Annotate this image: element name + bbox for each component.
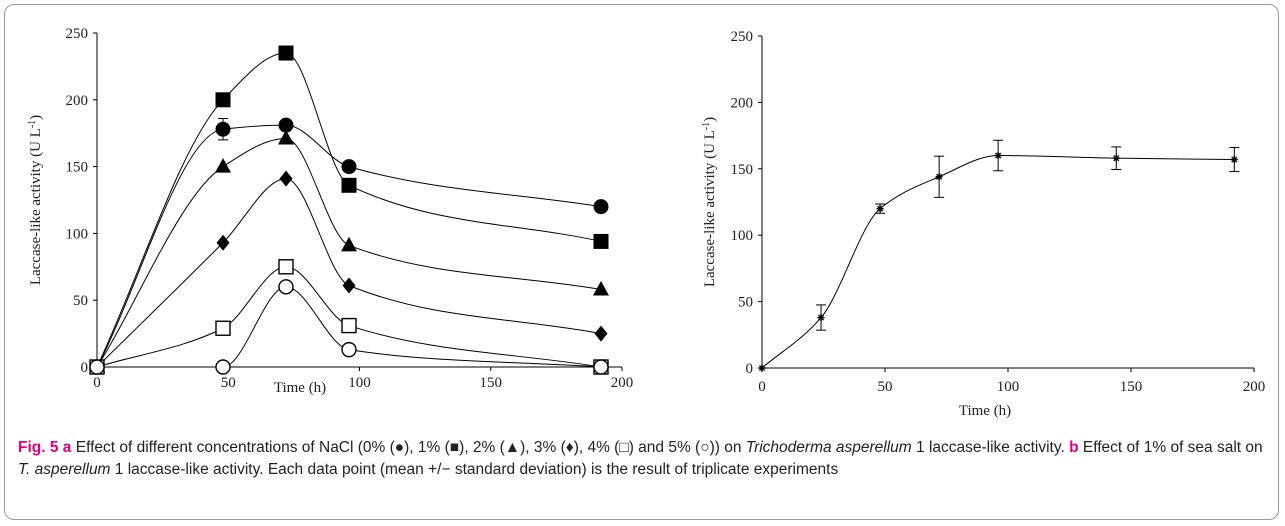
series-line-b-1 [761,155,1235,369]
data-point-b-1 [758,364,766,372]
figure-caption: Fig. 5 a Effect of different concentrati… [18,437,1268,481]
caption-text-2: 1 laccase-like activity. [911,439,1070,456]
series-line-a-4 [96,178,602,368]
x-tick-label-a: 50 [221,375,236,391]
data-point-a-6 [215,359,231,375]
series-a-4 [90,170,608,375]
data-point-a-5 [341,317,357,334]
y-tick-label-b: 0 [746,361,754,377]
data-point-a-1 [278,117,294,133]
data-point-a-3 [215,158,231,173]
x-tick-label-b: 200 [1243,379,1266,395]
data-point-b-1 [994,152,1002,160]
caption-panel-a-label: a [62,439,72,456]
data-point-a-5 [215,320,231,336]
series-a-6 [89,279,609,375]
x-tick-label-a: 0 [93,375,101,391]
x-tick-label-a: 200 [611,375,634,391]
data-point-a-1 [215,121,231,137]
series-line-a-5 [96,266,602,368]
figure-charts: 0 50 100 150 200 250 0 50 100 150 200 Time (h) Lacca… [27,26,1266,419]
series-line-a-3 [96,138,602,368]
y-tick-label-a: 50 [73,293,88,309]
data-point-a-4 [216,234,230,251]
x-axis-label-a: Time (h) [274,380,326,396]
data-point-a-2 [593,233,609,249]
x-tick-label-a: 100 [348,375,371,391]
x-tick-label-b: 50 [878,379,893,395]
data-point-a-4 [342,277,356,294]
y-tick-label-a: 100 [66,226,89,242]
figure-frame [4,4,1279,520]
data-point-a-2 [215,92,231,108]
x-tick-label-a: 150 [480,375,503,391]
caption-text-4: 1 laccase-like activity. Each data point… [110,461,839,478]
data-point-a-6 [89,359,105,375]
caption-text-1: Effect of different concentrations of Na… [71,439,746,456]
data-point-a-2 [278,45,294,61]
y-axis-label-b: Laccase-like activity (U L-1) [701,117,719,287]
caption-species-full: Trichoderma asperellum [745,439,912,456]
data-point-b-1 [1112,154,1120,162]
data-point-a-6 [341,341,357,358]
data-point-a-1 [341,159,357,175]
x-axis-label-b: Time (h) [959,403,1011,419]
x-tick-label-b: 150 [1120,379,1143,395]
data-point-a-3 [341,236,357,252]
data-point-a-1 [593,199,609,215]
y-tick-label-a: 150 [66,160,89,176]
chart-panel-a: 0 50 100 150 200 250 0 50 100 150 200 Time (h) Lacca… [27,26,634,396]
caption-panel-b-label: b [1069,439,1079,456]
data-point-a-4 [279,170,293,187]
y-tick-label-a: 250 [66,26,89,42]
data-point-b-1 [935,173,943,181]
y-tick-label-b: 250 [731,29,754,45]
data-point-b-1 [876,205,884,213]
data-point-a-6 [278,279,294,295]
caption-text-3: Effect of 1% of sea salt on [1078,439,1263,456]
series-b-1 [758,139,1240,372]
y-tick-label-b: 50 [738,295,753,311]
data-point-a-6 [593,359,609,375]
y-tick-label-a: 200 [66,93,89,109]
x-tick-label-b: 0 [758,379,766,395]
y-tick-label-b: 200 [731,95,754,111]
caption-species-abbr: T. asperellum [18,461,111,478]
data-point-b-1 [1230,156,1238,164]
caption-fig-label: Fig. 5 [18,439,59,456]
data-point-a-3 [593,281,609,296]
data-point-b-1 [817,314,825,322]
y-axis-label-a: Laccase-like activity (U L-1) [27,115,45,285]
y-tick-label-a: 0 [81,360,89,376]
data-point-a-2 [341,177,357,193]
x-tick-label-b: 100 [997,379,1020,395]
series-a-1 [89,117,609,375]
y-tick-label-b: 150 [731,162,754,178]
data-point-a-4 [594,325,608,342]
chart-panel-b: 0 50 100 150 200 250 0 50 100 150 200 Time (h) Lacca… [701,29,1266,419]
data-point-a-5 [278,259,294,275]
y-tick-label-b: 100 [731,228,754,244]
data-point-a-3 [278,130,294,145]
